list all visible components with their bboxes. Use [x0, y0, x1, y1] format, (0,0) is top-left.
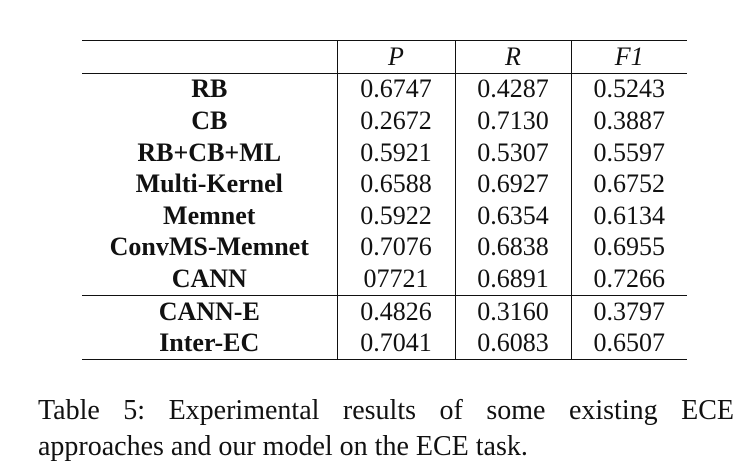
precision-value: 0.2672	[336, 105, 455, 137]
model-name: CB	[191, 105, 228, 135]
model-name: Multi-Kernel	[135, 169, 283, 199]
table-row: Multi-Kernel 0.6588 0.6927 0.6752	[82, 168, 687, 200]
precision-value: 07721	[336, 263, 455, 296]
precision-value: 0.7041	[336, 327, 455, 360]
header-recall: R	[454, 40, 571, 74]
recall-value: 0.6927	[454, 168, 571, 200]
table-row: CANN-E 0.4826 0.3160 0.3797	[82, 295, 687, 328]
precision-value: 0.5921	[336, 136, 455, 169]
recall-value: 0.7130	[454, 105, 571, 137]
results-table: P R F1 RB 0.6747 0.4287 0.5243 CB 0.2672…	[82, 40, 687, 360]
header-row: P R F1	[82, 40, 687, 74]
recall-value: 0.4287	[454, 73, 571, 106]
header-f1: F1	[570, 40, 687, 74]
table-row: RB 0.6747 0.4287 0.5243	[82, 73, 687, 106]
table-row: Memnet 0.5922 0.6354 0.6134	[82, 199, 687, 232]
precision-value: 0.5922	[336, 199, 455, 232]
f1-value: 0.3797	[570, 295, 687, 328]
f1-value: 0.6955	[570, 231, 687, 264]
recall-value: 0.3160	[454, 295, 571, 328]
table-caption: Table 5: Experimental results of some ex…	[38, 395, 734, 462]
precision-value: 0.4826	[336, 295, 455, 328]
recall-value: 0.5307	[454, 136, 571, 169]
table-row: CANN 07721 0.6891 0.7266	[82, 263, 687, 296]
model-name: ConvMS-Memnet	[109, 232, 309, 262]
recall-value: 0.6891	[454, 263, 571, 296]
f1-value: 0.5243	[570, 73, 687, 106]
model-name: Inter-EC	[159, 328, 260, 358]
f1-value: 0.7266	[570, 263, 687, 296]
precision-value: 0.6588	[336, 168, 455, 200]
f1-value: 0.6752	[570, 168, 687, 200]
table-row: ConvMS-Memnet 0.7076 0.6838 0.6955	[82, 231, 687, 264]
f1-value: 0.6134	[570, 199, 687, 232]
model-name: CANN-E	[158, 296, 260, 326]
precision-value: 0.7076	[336, 231, 455, 264]
recall-value: 0.6838	[454, 231, 571, 264]
table-row: Inter-EC 0.7041 0.6083 0.6507	[82, 327, 687, 360]
f1-value: 0.5597	[570, 136, 687, 169]
table-row: CB 0.2672 0.7130 0.3887	[82, 105, 687, 137]
model-name: RB+CB+ML	[137, 137, 282, 167]
model-name: Memnet	[163, 200, 256, 230]
f1-value: 0.3887	[570, 105, 687, 137]
model-name: RB	[191, 74, 228, 104]
header-model	[82, 41, 337, 74]
precision-value: 0.6747	[336, 73, 455, 106]
header-precision: P	[336, 40, 455, 74]
model-name: CANN	[171, 263, 247, 293]
recall-value: 0.6083	[454, 327, 571, 360]
f1-value: 0.6507	[570, 327, 687, 360]
recall-value: 0.6354	[454, 199, 571, 232]
table-row: RB+CB+ML 0.5921 0.5307 0.5597	[82, 136, 687, 169]
